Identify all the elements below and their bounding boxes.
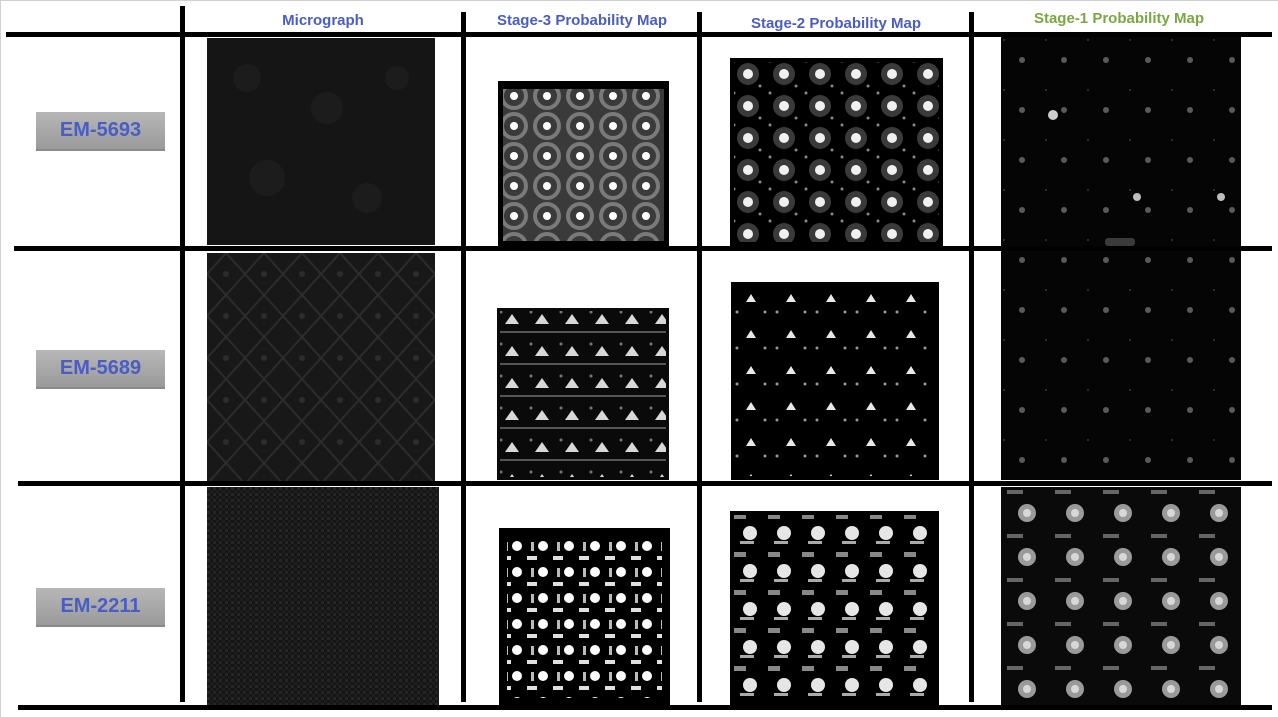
- grid-line-horizontal-row1: [14, 246, 1272, 251]
- grid-line-horizontal-header: [6, 32, 1272, 37]
- grid-line-horizontal-bottom: [18, 705, 1272, 710]
- grid-line-horizontal-row2: [18, 481, 1272, 486]
- micrograph-em-5689: [207, 253, 435, 481]
- stage2-map-em-5693: [730, 58, 943, 246]
- header-micrograph: Micrograph: [282, 12, 364, 29]
- header-stage1: Stage-1 Probability Map: [1033, 10, 1205, 27]
- top-border: [0, 0, 1278, 1]
- stage1-map-em-5693-5689: [1001, 35, 1241, 480]
- stage2-map-em-2211: [730, 511, 939, 706]
- grid-line-vertical-1: [180, 6, 185, 702]
- stage3-map-em-5689: [497, 308, 669, 480]
- left-border: [0, 0, 1, 717]
- grid-line-vertical-3: [697, 12, 702, 702]
- row-label-em-5689: EM-5689: [36, 350, 165, 389]
- grid-line-vertical-2: [461, 12, 466, 702]
- header-stage2: Stage-2 Probability Map: [750, 15, 922, 32]
- micrograph-em-5693: [207, 38, 435, 245]
- stage3-map-em-2211: [499, 528, 670, 706]
- stage3-map-em-5693: [498, 81, 669, 246]
- header-stage3: Stage-3 Probability Map: [496, 12, 668, 29]
- row-label-em-2211: EM-2211: [36, 588, 165, 627]
- micrograph-em-2211: [207, 487, 439, 707]
- stage1-map-em-2211: [1001, 487, 1241, 705]
- grid-line-vertical-4: [969, 12, 974, 702]
- row-label-em-5693: EM-5693: [36, 112, 165, 151]
- stage2-map-em-5689: [731, 282, 939, 480]
